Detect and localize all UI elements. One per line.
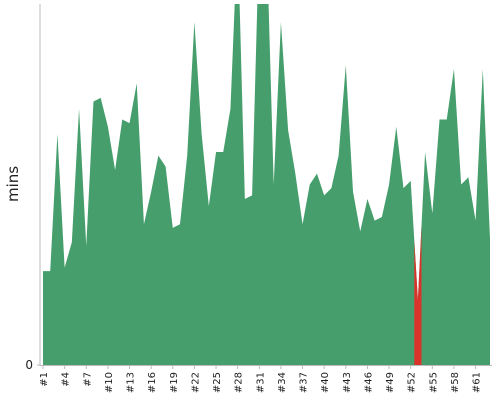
y-tick-label: 0	[25, 358, 33, 372]
x-tick-label: #37	[299, 372, 310, 393]
highlight-area	[414, 226, 422, 365]
x-tick-label: #43	[342, 372, 353, 393]
x-tick-label: #10	[104, 372, 115, 393]
x-tick-label: #55	[428, 372, 439, 393]
x-tick-label: #22	[190, 372, 201, 393]
x-tick-label: #31	[255, 372, 266, 393]
area	[43, 4, 490, 365]
x-tick-label: #28	[234, 372, 245, 393]
x-tick-label: #19	[169, 372, 180, 393]
x-tick-label: #4	[61, 372, 72, 387]
x-tick-label: #1	[39, 372, 50, 387]
x-tick-label: #16	[147, 372, 158, 393]
x-tick-label: #46	[363, 372, 374, 393]
x-tick-label: #13	[126, 372, 137, 393]
x-tick-label: #58	[450, 372, 461, 393]
x-tick-label: #52	[407, 372, 418, 393]
plot-area	[43, 4, 490, 365]
x-tick-label: #61	[472, 372, 483, 393]
x-tick-label: #34	[277, 372, 288, 393]
x-tick-label: #7	[82, 372, 93, 387]
x-tick-label: #40	[320, 372, 331, 393]
x-tick-label: #25	[212, 372, 223, 393]
x-tick-label: #49	[385, 372, 396, 393]
y-axis-label: mins	[4, 166, 22, 202]
